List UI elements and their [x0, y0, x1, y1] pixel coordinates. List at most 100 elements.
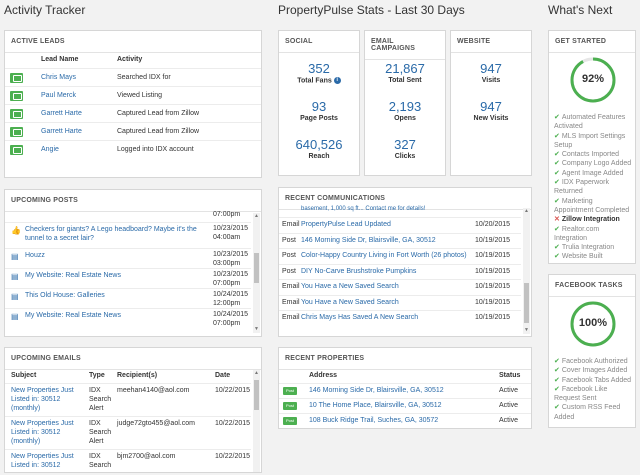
facebook-tasks-title: FACEBOOK TASKS — [549, 275, 635, 297]
post-title-link[interactable]: My Website: Real Estate News — [25, 312, 121, 319]
table-row[interactable]: Post DIY No-Carve Brushstroke Pumpkins 10/… — [279, 263, 521, 279]
scroll-up-arrow-icon[interactable]: ▲ — [254, 213, 259, 219]
table-row[interactable]: Chris Mays Searched IDX for — [5, 68, 261, 86]
check-icon: ✔ — [554, 367, 560, 375]
comms-scroll-thumb[interactable] — [524, 283, 529, 323]
post-date: 10/23/2015 — [213, 271, 249, 278]
email-subject-link[interactable]: New Properties Just — [11, 387, 74, 394]
lead-name-link[interactable]: Paul Merck — [41, 92, 77, 99]
table-row[interactable]: Email Chris Mays Has Saved A New Search 10… — [279, 310, 521, 325]
scroll-up-arrow-icon[interactable]: ▲ — [524, 208, 529, 214]
check-icon: ✔ — [554, 358, 560, 365]
property-address-link[interactable]: 146 Morning Side Dr, Blairsville, GA, 30… — [309, 387, 444, 394]
table-row[interactable]: Post 10 The Home Place, Blairsville, GA, … — [279, 398, 531, 413]
lead-activity: Searched IDX for — [117, 74, 171, 81]
post-property-button[interactable]: Post — [283, 417, 297, 425]
active-leads-title: ACTIVE LEADS — [5, 31, 261, 53]
task-item: ✔Website Published — [554, 262, 632, 264]
check-icon: ✔ — [554, 404, 560, 412]
table-row[interactable]: Post Color-Happy Country Living in Fort W… — [279, 248, 521, 263]
table-row[interactable]: Paul Merck Viewed Listing — [5, 86, 261, 104]
posts-scrollbar[interactable]: ▲ ▼ — [253, 213, 260, 333]
table-row[interactable]: Post 146 Morning Side Dr, Blairsville, GA… — [279, 232, 521, 248]
lead-activity: Logged into IDX account — [117, 146, 194, 153]
property-status: Active — [499, 402, 519, 409]
scroll-up-arrow-icon[interactable]: ▲ — [254, 370, 259, 376]
email-subject-link[interactable]: (monthly) — [11, 438, 41, 445]
lead-name-link[interactable]: Angie — [41, 146, 59, 153]
scroll-down-arrow-icon[interactable]: ▼ — [524, 327, 529, 333]
emails-scrollbar[interactable]: ▲ — [253, 370, 260, 472]
table-row[interactable]: Post 146 Morning Side Dr, Blairsville, GA… — [279, 383, 531, 398]
task-label: Realtor.com Integration — [554, 225, 600, 242]
comm-subject-link[interactable]: You Have a New Saved Search — [301, 283, 399, 290]
scroll-down-arrow-icon[interactable]: ▼ — [254, 326, 259, 332]
post-title-link[interactable]: Checkers for giants? A Lego headboard? M… — [25, 226, 197, 242]
email-subject-link[interactable]: New Properties Just — [11, 453, 74, 460]
table-row[interactable]: Email PropertyPulse Lead Updated 10/20/201… — [279, 217, 521, 232]
comm-subject-link[interactable]: You Have a New Saved Search — [301, 298, 399, 306]
list-item[interactable]: ▤ My Website: Real Estate News 10/24/2015 0… — [5, 308, 251, 330]
comms-scrollbar[interactable]: ▲ ▼ — [523, 208, 530, 334]
list-item[interactable]: ▤ Houzz 10/23/2015 03:00pm — [5, 248, 251, 270]
table-row[interactable]: New Properties Just Listed in: 30512 IDX Se… — [5, 449, 251, 472]
post-title-link[interactable]: Houzz — [25, 252, 45, 259]
lead-name-link[interactable]: Garrett Harte — [41, 128, 82, 135]
post-property-button[interactable]: Post — [283, 387, 297, 395]
email-subject-link[interactable]: Listed in: 30512 — [11, 462, 61, 469]
check-icon: ✔ — [554, 376, 560, 384]
lead-name-link[interactable]: Garrett Harte — [41, 110, 82, 117]
table-row[interactable]: Email You Have a New Saved Search 10/19/20… — [279, 279, 521, 294]
comms-top-text[interactable]: basement, 1,000 sq ft... Contact me for … — [301, 206, 426, 212]
table-row[interactable]: Garrett Harte Captured Lead from Zillow — [5, 122, 261, 140]
posts-scroll-thumb[interactable] — [254, 253, 259, 283]
email-subject-link[interactable]: Listed in: 30512 — [11, 396, 61, 403]
email-lead-button[interactable] — [10, 145, 23, 155]
task-item: ✔ Agent Image Added — [554, 169, 632, 178]
check-icon: ✔ — [554, 160, 560, 168]
comm-date: 10/19/2015 — [475, 267, 511, 275]
email-subject-link[interactable]: (monthly) — [11, 405, 41, 412]
table-row[interactable]: New Properties Just Listed in: 30512 (mont… — [5, 416, 251, 449]
table-row[interactable]: Garrett Harte Captured Lead from Zillow — [5, 104, 261, 122]
email-date: 10/22/2015 — [215, 387, 251, 394]
task-label: Facebook Authorized — [561, 358, 628, 365]
stat-value: 947 — [480, 99, 502, 114]
table-row[interactable]: Email You Have a New Saved Search 10/19/20… — [279, 294, 521, 310]
email-subject-link[interactable]: Listed in: 30512 — [11, 429, 61, 436]
lead-name-link[interactable]: Chris Mays — [41, 74, 77, 81]
task-item: ✔ Contacts Imported — [554, 150, 632, 159]
table-row[interactable]: New Properties Just Listed in: 30512 (mont… — [5, 383, 251, 416]
post-title-link[interactable]: This Old House: Galleries — [25, 292, 105, 299]
table-row[interactable]: Angie Logged into IDX account — [5, 140, 261, 158]
comm-subject-link[interactable]: 146 Morning Side Dr, Blairsville, GA, 30… — [301, 236, 436, 244]
email-lead-button[interactable] — [10, 127, 23, 137]
lead-activity: Captured Lead from Zillow — [117, 128, 200, 135]
property-address-link[interactable]: 108 Buck Ridge Trail, Suches, GA, 30572 — [309, 417, 439, 424]
comm-date: 10/19/2015 — [475, 283, 511, 290]
post-title-link[interactable]: My Website: Real Estate News — [25, 272, 121, 279]
col-activity: Activity — [117, 56, 143, 63]
info-icon[interactable]: i — [333, 77, 341, 84]
list-item[interactable]: ▤ My Website: Real Estate News 10/23/2015 0… — [5, 268, 251, 290]
post-property-button[interactable]: Post — [283, 402, 297, 410]
comm-subject-link[interactable]: Chris Mays Has Saved A New Search — [301, 314, 419, 321]
property-address-link[interactable]: 10 The Home Place, Blairsville, GA, 3051… — [309, 402, 442, 409]
email-lead-button[interactable] — [10, 109, 23, 119]
task-item: ✔ Facebook Authorized — [554, 357, 632, 366]
email-lead-button[interactable] — [10, 91, 23, 101]
comm-subject-link[interactable]: DIY No-Carve Brushstroke Pumpkins — [301, 267, 417, 275]
comm-subject-link[interactable]: Color-Happy Country Living in Fort Worth… — [301, 252, 467, 259]
property-status: Active — [499, 387, 519, 394]
email-lead-button[interactable] — [10, 73, 23, 83]
task-item: ✔ Automated Features Activated — [554, 113, 632, 132]
task-label: Website Built — [561, 253, 603, 261]
stat-value: 352 — [308, 61, 330, 76]
emails-scroll-thumb[interactable] — [254, 380, 259, 410]
list-item[interactable]: ▤ This Old House: Galleries 10/24/2015 12:0… — [5, 288, 251, 310]
comm-subject-link[interactable]: PropertyPulse Lead Updated — [301, 221, 391, 228]
list-item[interactable]: 👍 Checkers for giants? A Lego headboard? … — [5, 222, 251, 244]
recent-comms-panel: RECENT COMMUNICATIONS basement, 1,000 sq… — [278, 187, 532, 337]
email-subject-link[interactable]: New Properties Just — [11, 420, 74, 427]
table-row[interactable]: Post 108 Buck Ridge Trail, Suches, GA, 30… — [279, 413, 531, 428]
